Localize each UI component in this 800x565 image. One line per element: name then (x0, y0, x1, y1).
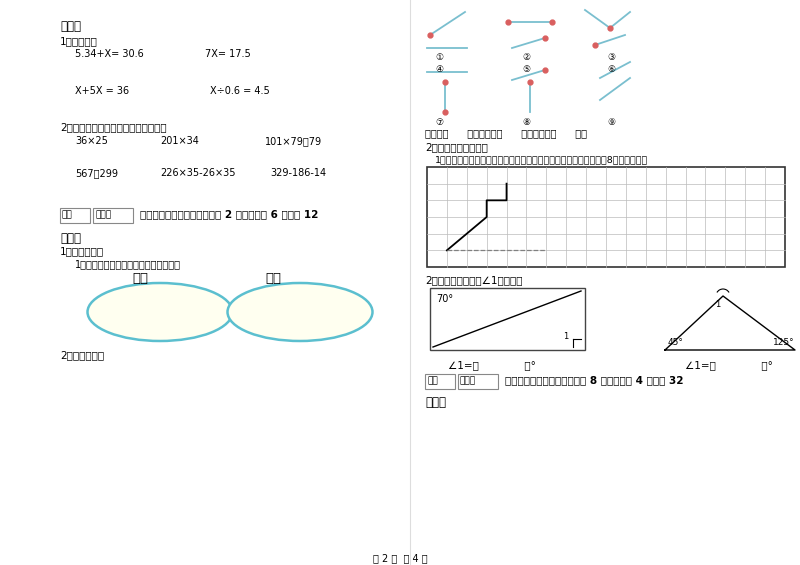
Text: 329-186-14: 329-186-14 (270, 168, 326, 178)
Text: 评卷人: 评卷人 (95, 210, 111, 219)
Text: 1、解方程。: 1、解方程。 (60, 36, 98, 46)
Bar (425, 374, 455, 389)
Bar (430, 288, 585, 350)
Bar (427, 167, 785, 267)
Bar (60, 208, 90, 223)
Text: 567－299: 567－299 (75, 168, 118, 178)
Text: 45°: 45° (668, 338, 684, 347)
Text: 得分: 得分 (427, 376, 438, 385)
Text: 直线有（      ），射线有（      ），线段有（      ）。: 直线有（ ），射线有（ ），线段有（ ）。 (425, 128, 587, 138)
Text: 五、认真思考，综合能力（共 2 小题，每题 6 分，共 12: 五、认真思考，综合能力（共 2 小题，每题 6 分，共 12 (140, 209, 318, 219)
Text: 1、画出这个轴对称图形的另一半，再画出这个轴对称图形向右平移8格后的图形。: 1、画出这个轴对称图形的另一半，再画出这个轴对称图形向右平移8格后的图形。 (435, 155, 648, 164)
Text: ⑨: ⑨ (607, 118, 615, 127)
Text: 锐角: 锐角 (132, 272, 148, 285)
Text: 1: 1 (715, 300, 720, 309)
Text: ⑤: ⑤ (522, 65, 530, 74)
Text: ②: ② (522, 53, 530, 62)
Text: 226×35-26×35: 226×35-26×35 (160, 168, 235, 178)
Text: 2、计算下面各题，能简算的要简算。: 2、计算下面各题，能简算的要简算。 (60, 122, 166, 132)
Text: ∠1=（              ）°: ∠1=（ ）° (448, 360, 536, 370)
Text: ⑦: ⑦ (435, 118, 443, 127)
Ellipse shape (87, 283, 233, 341)
Text: X+5X = 36: X+5X = 36 (75, 86, 129, 96)
Ellipse shape (227, 283, 373, 341)
Text: ⑥: ⑥ (607, 65, 615, 74)
Text: 5.34+X= 30.6: 5.34+X= 30.6 (75, 49, 144, 59)
Text: 101×79－79: 101×79－79 (265, 136, 322, 146)
Text: 评卷人: 评卷人 (460, 376, 476, 385)
Text: 第 2 页  共 4 页: 第 2 页 共 4 页 (373, 553, 427, 563)
Text: 2、看图写出各图中∠1的度数。: 2、看图写出各图中∠1的度数。 (425, 275, 522, 285)
Text: ①: ① (435, 53, 443, 62)
Text: ⑧: ⑧ (522, 118, 530, 127)
Text: 分）。: 分）。 (60, 20, 81, 33)
Text: ④: ④ (435, 65, 443, 74)
Text: 钝角: 钝角 (265, 272, 281, 285)
Text: 1、综合训练。: 1、综合训练。 (60, 246, 104, 256)
Text: ∠1=（              ）°: ∠1=（ ）° (685, 360, 773, 370)
Text: 70°: 70° (436, 294, 453, 304)
Text: 1: 1 (563, 332, 568, 341)
Text: 六、应用知识，解决问题（共 8 小题，每题 4 分，共 32: 六、应用知识，解决问题（共 8 小题，每题 4 分，共 32 (505, 375, 683, 385)
Text: 得分: 得分 (62, 210, 73, 219)
Bar (93, 208, 133, 223)
Text: X÷0.6 = 4.5: X÷0.6 = 4.5 (210, 86, 270, 96)
Text: 36×25: 36×25 (75, 136, 108, 146)
Text: 7X= 17.5: 7X= 17.5 (205, 49, 250, 59)
Text: 2、画一画，算一算。: 2、画一画，算一算。 (425, 142, 488, 152)
Text: 分）。: 分）。 (60, 232, 81, 245)
Text: 201×34: 201×34 (160, 136, 199, 146)
Text: ③: ③ (607, 53, 615, 62)
Text: 分）。: 分）。 (425, 396, 446, 409)
Bar (458, 374, 498, 389)
Text: 125°: 125° (773, 338, 794, 347)
Text: 2、看图填空。: 2、看图填空。 (60, 350, 104, 360)
Text: 1、把下面的各角度数填入相应的圈里。: 1、把下面的各角度数填入相应的圈里。 (75, 259, 181, 269)
